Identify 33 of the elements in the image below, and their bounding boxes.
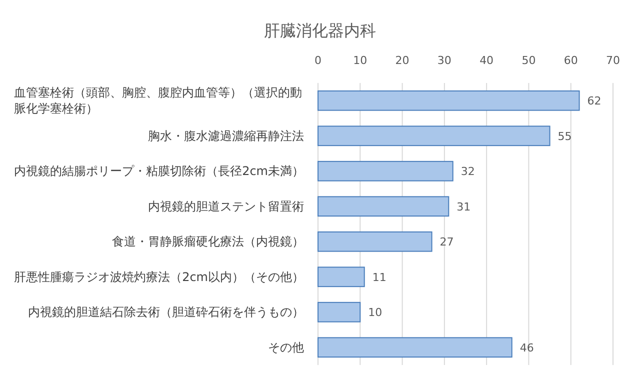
data-label: 11 [372, 270, 386, 284]
data-label: 55 [558, 130, 572, 143]
bar [318, 302, 361, 322]
data-label: 31 [456, 200, 471, 214]
bar [318, 90, 580, 111]
bar [318, 231, 432, 252]
y-tick-label: 内視鏡的結腸ポリープ・粘膜切除術（長径2cm未満） [14, 164, 304, 178]
data-label: 62 [587, 94, 602, 108]
x-tick-label: 20 [395, 54, 410, 67]
data-label: 46 [520, 341, 534, 354]
x-tick-label: 40 [480, 54, 494, 67]
bar [318, 160, 454, 182]
y-tick-label: 食道・胃静脈瘤硬化療法（内視鏡） [112, 234, 304, 249]
y-tick-label: 内視鏡的胆道ステント留置術 [148, 199, 304, 214]
chart-title: 肝臓消化器内科 [264, 21, 376, 40]
bar [318, 337, 512, 358]
x-tick-label: 50 [522, 54, 536, 67]
bar [318, 126, 550, 146]
bar [318, 196, 450, 217]
y-tick-label: 肝悪性腫瘍ラジオ波焼灼療法（2cm以内）（その他） [14, 270, 304, 284]
x-tick-label: 60 [564, 54, 578, 67]
y-tick-label: 胸水・腹水濾過濃縮再静注法 [148, 128, 304, 143]
x-tick-label: 10 [353, 54, 368, 67]
x-tick-label: 0 [314, 54, 322, 67]
data-label: 27 [440, 236, 454, 249]
y-tick-label: その他 [268, 340, 304, 354]
x-tick-label: 30 [437, 54, 452, 67]
y-tick-label: 内視鏡的胆道結石除去術（胆道砕石術を伴うもの） [28, 305, 304, 320]
y-tick-label: 血管塞栓術（頭部、胸腔、腹腔内血管等）（選択的動脈化学塞栓術） [14, 86, 302, 116]
data-label: 32 [460, 165, 475, 178]
bar [318, 266, 365, 288]
data-label: 10 [368, 306, 382, 320]
x-tick-label: 70 [606, 54, 620, 67]
